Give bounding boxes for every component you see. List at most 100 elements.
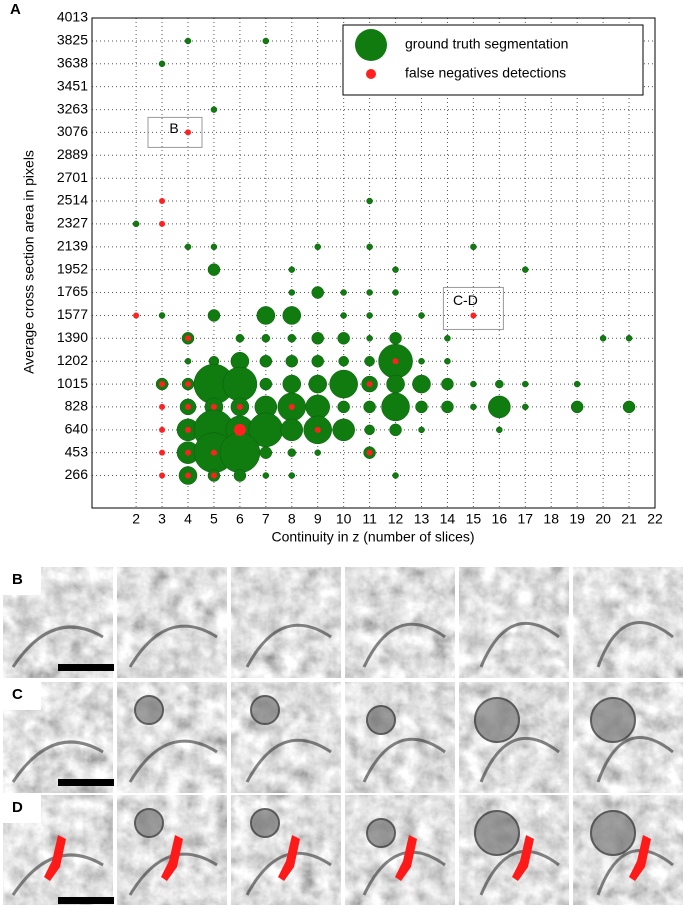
false-negative-overlay	[161, 835, 183, 881]
bubble	[311, 286, 324, 299]
y-axis-label: Average cross section area in pixels	[21, 150, 37, 374]
bubble	[287, 448, 297, 457]
bubble	[311, 332, 324, 345]
bubble	[363, 400, 376, 414]
bubble	[133, 312, 140, 319]
bubble	[288, 403, 295, 410]
bubble	[184, 449, 191, 456]
bubble	[622, 400, 636, 414]
bubble	[314, 243, 321, 251]
membrane	[596, 620, 674, 668]
x-tick-label: 4	[184, 511, 192, 527]
bubble	[285, 354, 299, 368]
x-tick-label: 11	[362, 511, 377, 527]
bubble	[392, 289, 399, 296]
bubble	[366, 312, 373, 319]
bubble	[444, 357, 451, 365]
membrane	[596, 735, 674, 783]
plot-frame	[91, 17, 656, 509]
bubble	[159, 220, 166, 227]
panel-label: B	[12, 571, 23, 588]
bubble	[340, 289, 347, 296]
mitochondrion	[474, 810, 520, 856]
bubble	[280, 418, 304, 442]
y-tick-label: 266	[65, 466, 89, 482]
bubble	[496, 426, 503, 434]
bubble	[389, 423, 402, 437]
x-tick-label: 19	[569, 511, 585, 527]
membrane	[245, 738, 332, 783]
x-tick-label: 21	[621, 511, 637, 527]
membrane	[362, 850, 446, 896]
panel-label-bg	[3, 795, 41, 823]
em-image	[231, 795, 341, 905]
bubble	[159, 381, 166, 388]
mitochondrion	[474, 697, 520, 743]
membrane	[362, 737, 446, 783]
x-tick-label: 9	[314, 511, 322, 527]
bubble	[184, 243, 192, 251]
image-panels: B C D	[3, 567, 683, 905]
bubble	[184, 472, 191, 479]
bubble	[418, 312, 425, 319]
membrane	[479, 849, 560, 896]
bubble	[262, 472, 270, 479]
bubble	[570, 400, 584, 414]
bubble	[184, 335, 191, 342]
y-tick-label: 3263	[57, 100, 88, 116]
bubble	[381, 392, 410, 422]
membrane	[128, 624, 218, 668]
bubble	[470, 403, 477, 411]
y-tick-label: 1202	[57, 352, 88, 368]
mitochondrion	[366, 818, 396, 848]
x-tick-label: 10	[336, 511, 352, 527]
em-image	[459, 567, 569, 678]
y-tick-label: 1390	[57, 329, 88, 345]
em-image	[573, 567, 683, 678]
y-tick-label: 453	[65, 443, 89, 459]
bubble	[235, 334, 245, 343]
x-tick-label: 22	[647, 511, 663, 527]
membrane	[362, 622, 446, 668]
bubble	[522, 403, 529, 411]
bubble	[332, 418, 355, 442]
bubble	[262, 37, 270, 45]
bubble	[261, 334, 271, 343]
bubble	[488, 395, 511, 419]
bubble	[159, 403, 166, 410]
x-tick-label: 15	[466, 511, 482, 527]
bubble	[159, 198, 166, 205]
bubble	[305, 394, 330, 420]
em-image	[345, 682, 455, 793]
bubble	[392, 472, 399, 479]
mitochondrion	[250, 695, 280, 725]
mitochondrion	[366, 705, 396, 735]
bubble	[366, 289, 373, 296]
bubble	[259, 354, 273, 368]
bubble	[308, 374, 327, 394]
annotation-box	[147, 116, 203, 148]
bubble	[386, 374, 405, 394]
annotation: B	[169, 120, 178, 136]
bubble	[282, 374, 302, 394]
bubble	[337, 332, 350, 345]
x-tick-label: 12	[388, 511, 404, 527]
bubble	[222, 366, 258, 402]
membrane	[11, 740, 104, 783]
bubble	[210, 472, 217, 479]
bubble	[364, 424, 375, 436]
bubble	[573, 380, 581, 388]
bubble	[412, 374, 431, 394]
membrane	[128, 739, 218, 783]
y-tick-label: 640	[65, 421, 89, 437]
bubble	[311, 354, 324, 368]
y-tick-label: 2327	[57, 215, 88, 231]
bubble	[259, 446, 273, 459]
bubble	[158, 60, 166, 68]
x-tick-label: 5	[210, 511, 218, 527]
bubble	[288, 289, 296, 296]
scale-bar	[58, 897, 114, 904]
bubble	[444, 335, 451, 342]
bubble	[470, 380, 477, 388]
